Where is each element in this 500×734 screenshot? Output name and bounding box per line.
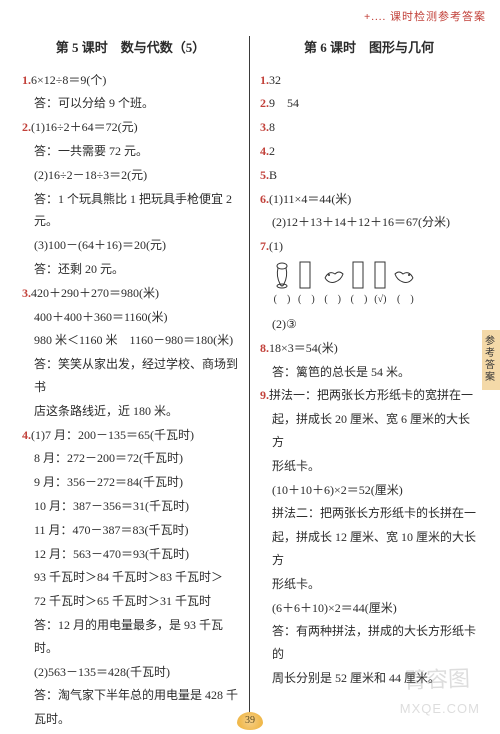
q4-p1i: 答：12 月的用电量最多，是 93 千瓦时。 (22, 614, 239, 660)
q3-b: 400＋400＋360＝1160(米) (22, 306, 239, 329)
shape-rect-icon: ( ) (298, 260, 315, 309)
r-q5: 5.B (260, 164, 478, 187)
q4-p1a: 4.(1)7 月：200－135＝65(千瓦时) (22, 424, 239, 447)
q2-p1b: 答：一共需要 72 元。 (22, 140, 239, 163)
left-column: 第 5 课时 数与代数（5） 1.6×12÷8＝9(个) 答：可以分给 9 个班… (16, 36, 250, 714)
page-number: 39 (237, 712, 263, 730)
r-q7a: 7.(1) (260, 235, 478, 258)
shape-rect3-icon: (√) (373, 260, 387, 309)
r-q9j: 周长分别是 52 厘米和 44 厘米。 (260, 667, 478, 690)
left-title: 第 5 课时 数与代数（5） (22, 36, 239, 61)
q4-p1d: 10 月：387－356＝31(千瓦时) (22, 495, 239, 518)
q1-num: 1. (22, 73, 31, 87)
q3-d: 答：笑笑从家出发，经过学校、商场到书 (22, 353, 239, 399)
side-tab: 参考答案 (482, 330, 500, 390)
r-q1: 1.32 (260, 69, 478, 92)
shape-rect2-icon: ( ) (351, 260, 368, 309)
q4-p1e: 11 月：470－387＝83(千瓦时) (22, 519, 239, 542)
r-q9f: 起，拼成长 12 厘米、宽 10 厘米的大长方 (260, 526, 478, 572)
q1-line2: 答：可以分给 9 个班。 (22, 92, 239, 115)
page-number-badge: 39 (237, 712, 263, 730)
q3-c: 980 米＜1160 米 1160－980＝180(米) (22, 329, 239, 352)
q3-num: 3. (22, 286, 31, 300)
r-q9b: 起，拼成长 20 厘米、宽 6 厘米的大长方 (260, 408, 478, 454)
q2-num: 2. (22, 120, 31, 134)
r-q9c: 形纸卡。 (260, 455, 478, 478)
r-q6a: 6.(1)11×4＝44(米) (260, 188, 478, 211)
q2-p2a: (2)16÷2－18÷3＝2(元) (22, 164, 239, 187)
r-q6b: (2)12＋13＋14＋12＋16＝67(分米) (260, 211, 478, 234)
q3-a: 3.420＋290＋270＝980(米) (22, 282, 239, 305)
q2-p3a: (3)100－(64＋16)＝20(元) (22, 234, 239, 257)
q4-num: 4. (22, 428, 31, 442)
q4-p1c: 9 月：356－272＝84(千瓦时) (22, 471, 239, 494)
header-dots: .... (371, 11, 386, 23)
shape-vase-icon: ( ) (272, 260, 292, 309)
right-column: 第 6 课时 图形与几何 1.32 2.9 54 3.8 4.2 5.B 6.(… (250, 36, 484, 714)
header-text: 课时检测参考答案 (390, 11, 486, 23)
r-q7-shapes: ( ) ( ) ( ) ( ) (√) ( ) (260, 260, 478, 309)
q1-line1: 1.6×12÷8＝9(个) (22, 69, 239, 92)
r-q3: 3.8 (260, 116, 478, 139)
r-q9d: (10＋10＋6)×2＝52(厘米) (260, 479, 478, 502)
right-title: 第 6 课时 图形与几何 (260, 36, 478, 61)
page-body: 第 5 课时 数与代数（5） 1.6×12÷8＝9(个) 答：可以分给 9 个班… (16, 36, 484, 714)
q4-p1b: 8 月：272－200＝72(千瓦时) (22, 447, 239, 470)
q4-p2a: (2)563－135＝428(千瓦时) (22, 661, 239, 684)
r-q2: 2.9 54 (260, 92, 478, 115)
q4-p2b: 答：淘气家下半年总的用电量是 428 千 (22, 684, 239, 707)
r-q8a: 8.18×3＝54(米) (260, 337, 478, 360)
r-q9h: (6＋6＋10)×2＝44(厘米) (260, 597, 478, 620)
r-q8b: 答：篱笆的总长是 54 米。 (260, 361, 478, 384)
r-q9g: 形纸卡。 (260, 573, 478, 596)
q2-p1a: 2.(1)16÷2＋64＝72(元) (22, 116, 239, 139)
q2-p2b: 答：1 个玩具熊比 1 把玩具手枪便宜 2 元。 (22, 188, 239, 234)
r-q9e: 拼法二：把两张长方形纸卡的长拼在一 (260, 502, 478, 525)
r-q9a: 9.拼法一：把两张长方形纸卡的宽拼在一 (260, 384, 478, 407)
q4-p2c: 瓦时。 (22, 708, 239, 731)
r-q4: 4.2 (260, 140, 478, 163)
q3-e: 店这条路线近，近 180 米。 (22, 400, 239, 423)
r-q7b: (2)③ (260, 313, 478, 336)
page-header: +.... 课时检测参考答案 (364, 8, 486, 24)
q4-p1f: 12 月：563－470＝93(千瓦时) (22, 543, 239, 566)
shape-bird2-icon: ( ) (393, 260, 417, 309)
r-q9i: 答：有两种拼法，拼成的大长方形纸卡的 (260, 620, 478, 666)
q4-p1g: 93 千瓦时＞84 千瓦时＞83 千瓦时＞ (22, 566, 239, 589)
shape-bird1-icon: ( ) (321, 260, 345, 309)
q4-p1h: 72 千瓦时＞65 千瓦时＞31 千瓦时 (22, 590, 239, 613)
q2-p3b: 答：还剩 20 元。 (22, 258, 239, 281)
